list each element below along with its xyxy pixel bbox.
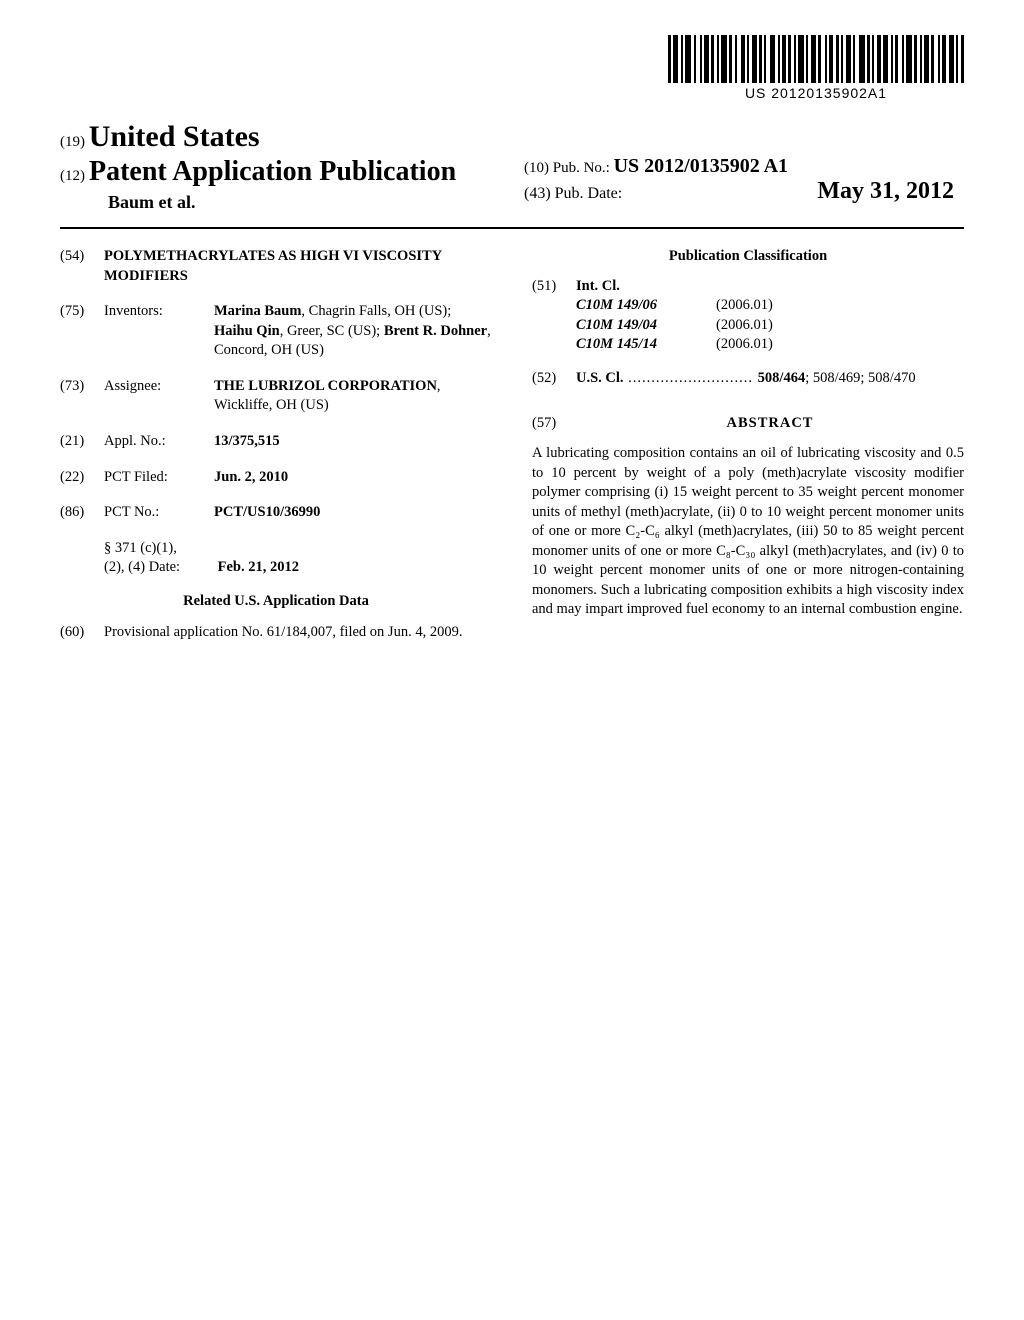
inventors-label: Inventors: [104,302,214,361]
provisional-row: (60) Provisional application No. 61/184,… [60,623,492,643]
intcl-code: (51) [532,277,576,355]
inventor-name-1: Haihu Qin [214,323,280,339]
pctno-value: PCT/US10/36990 [214,503,492,523]
uscl-main: 508/464 [758,370,806,386]
barcode-region: US 20120135902A1 [668,35,964,101]
pub-type-code: (12) [60,168,85,184]
right-column: Publication Classification (51) Int. Cl.… [532,247,964,659]
s371-line1: § 371 (c)(1), [104,539,492,559]
abstract-heading-row: (57) ABSTRACT [532,414,964,434]
intcl-item-year-2: (2006.01) [716,336,773,352]
two-column-body: (54) POLYMETHACRYLATES AS HIGH VI VISCOS… [60,247,964,659]
pubno-code: (10) [524,160,549,176]
uscl-dots: ........................... [624,370,758,386]
intcl-body: Int. Cl. C10M 149/06(2006.01) C10M 149/0… [576,277,773,355]
inventor-seg-1: , Greer, SC (US); [280,323,384,339]
applno-value: 13/375,515 [214,432,492,452]
pubno-value: US 2012/0135902 A1 [614,155,788,177]
assignee-label: Assignee: [104,377,214,416]
pctno-row: (86) PCT No.: PCT/US10/36990 [60,503,492,523]
uscl-value: U.S. Cl. ........................... 508… [576,369,964,389]
inventors-row: (75) Inventors: Marina Baum, Chagrin Fal… [60,302,492,361]
abstract-code: (57) [532,414,576,434]
pctfiled-value-text: Jun. 2, 2010 [214,469,288,485]
assignee-name: THE LUBRIZOL CORPORATION [214,378,437,394]
applno-code: (21) [60,432,104,452]
s371-line2: (2), (4) Date: Feb. 21, 2012 [104,558,492,578]
s371-block: § 371 (c)(1), (2), (4) Date: Feb. 21, 20… [104,539,492,578]
title-row: (54) POLYMETHACRYLATES AS HIGH VI VISCOS… [60,247,492,286]
pctno-label: PCT No.: [104,503,214,523]
pubno-label: Pub. No.: [553,160,610,176]
assignee-value: THE LUBRIZOL CORPORATION, Wickliffe, OH … [214,377,492,416]
assignee-row: (73) Assignee: THE LUBRIZOL CORPORATION,… [60,377,492,416]
intcl-item-code-0: C10M 149/06 [576,296,716,316]
barcode-text: US 20120135902A1 [668,85,964,101]
applno-label: Appl. No.: [104,432,214,452]
intcl-item-code-1: C10M 149/04 [576,316,716,336]
barcode-graphic [668,35,964,83]
s371-line2-label: (2), (4) Date: [104,558,214,578]
title-code: (54) [60,247,104,286]
country-bold: United States [89,120,260,153]
intcl-label-text: Int. Cl. [576,278,620,294]
title-value: POLYMETHACRYLATES AS HIGH VI VISCOSITY M… [104,247,492,286]
pubdate-code: (43) [524,185,551,202]
inventor-name-0: Marina Baum [214,303,301,319]
related-heading: Related U.S. Application Data [60,592,492,612]
inventor-name-2: Brent R. Dohner [384,323,487,339]
intcl-item-year-1: (2006.01) [716,317,773,333]
pctfiled-value: Jun. 2, 2010 [214,468,492,488]
left-column: (54) POLYMETHACRYLATES AS HIGH VI VISCOS… [60,247,492,659]
inventors-value: Marina Baum, Chagrin Falls, OH (US); Hai… [214,302,492,361]
pctfiled-code: (22) [60,468,104,488]
inventor-seg-0: , Chagrin Falls, OH (US); [301,303,451,319]
applno-row: (21) Appl. No.: 13/375,515 [60,432,492,452]
pub-type-bold: Patent Application Publication [89,156,456,187]
abstract-body: A lubricating composition contains an oi… [532,444,964,620]
pctno-value-text: PCT/US10/36990 [214,504,320,520]
intcl-item-0: C10M 149/06(2006.01) [576,296,773,316]
classification-heading: Publication Classification [532,247,964,267]
applno-value-text: 13/375,515 [214,433,280,449]
intcl-item-1: C10M 149/04(2006.01) [576,316,773,336]
uscl-row: (52) U.S. Cl. ..........................… [532,369,964,389]
pubdate-label: Pub. Date: [555,185,623,202]
uscl-code: (52) [532,369,576,389]
abstract-heading: ABSTRACT [576,414,964,434]
header-rule [60,227,964,229]
intcl-label: Int. Cl. [576,277,773,297]
pub-right-block: (10) Pub. No.: US 2012/0135902 A1 (43) P… [524,155,964,205]
provisional-code: (60) [60,623,104,643]
intcl-item-2: C10M 145/14(2006.01) [576,335,773,355]
uscl-label: U.S. Cl. [576,370,624,386]
pubno-line: (10) Pub. No.: US 2012/0135902 A1 [524,155,964,178]
country-line: (19) United States [60,120,964,154]
pubdate-line: (43) Pub. Date: May 31, 2012 [524,178,954,205]
intcl-item-year-0: (2006.01) [716,297,773,313]
pctno-code: (86) [60,503,104,523]
pctfiled-row: (22) PCT Filed: Jun. 2, 2010 [60,468,492,488]
provisional-value: Provisional application No. 61/184,007, … [104,623,492,643]
country-code: (19) [60,134,85,150]
intcl-item-code-2: C10M 145/14 [576,335,716,355]
pctfiled-label: PCT Filed: [104,468,214,488]
uscl-rest: ; 508/469; 508/470 [805,370,915,386]
intcl-row: (51) Int. Cl. C10M 149/06(2006.01) C10M … [532,277,964,355]
assignee-code: (73) [60,377,104,416]
inventors-code: (75) [60,302,104,361]
s371-line2-value: Feb. 21, 2012 [218,559,299,575]
pubdate-value: May 31, 2012 [817,178,954,205]
